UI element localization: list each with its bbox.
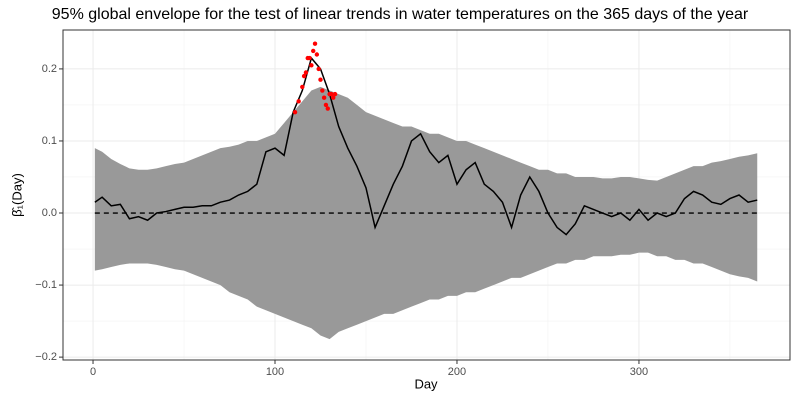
envelope-band bbox=[94, 86, 758, 340]
outside-point bbox=[311, 48, 316, 54]
outside-point bbox=[331, 95, 336, 100]
outside-point bbox=[292, 109, 298, 115]
x-tick-label: 200 bbox=[448, 366, 466, 378]
outside-point bbox=[321, 95, 327, 100]
outside-point bbox=[309, 63, 314, 68]
chart-title: 95% global envelope for the test of line… bbox=[52, 6, 749, 23]
outside-point bbox=[312, 41, 318, 46]
outside-point bbox=[320, 88, 325, 93]
y-tick-label: 0.1 bbox=[42, 135, 57, 147]
outside-point bbox=[307, 55, 312, 61]
x-tick-label: 0 bbox=[90, 366, 96, 378]
outside-point bbox=[303, 70, 309, 75]
y-axis-label: β̂₁(Day) bbox=[9, 173, 24, 217]
outside-point bbox=[300, 84, 305, 90]
outside-point bbox=[329, 91, 334, 97]
y-tick-label: 0.2 bbox=[42, 63, 57, 75]
outside-point bbox=[318, 77, 323, 82]
y-tick-label: −0.1 bbox=[35, 279, 57, 291]
x-tick-label: 100 bbox=[266, 366, 284, 378]
plot-frame bbox=[62, 29, 791, 361]
outside-point bbox=[314, 52, 320, 57]
x-tick-label: 300 bbox=[630, 366, 648, 378]
observed-line bbox=[94, 56, 758, 236]
outside-point bbox=[325, 106, 330, 111]
outside-point bbox=[332, 91, 338, 97]
outside-point bbox=[316, 66, 321, 72]
outside-point bbox=[296, 99, 301, 104]
x-axis-label: Day bbox=[414, 376, 438, 391]
y-tick-label: 0.0 bbox=[42, 207, 57, 219]
outside-point bbox=[323, 102, 329, 108]
outside-point bbox=[301, 73, 307, 79]
y-tick-label: −0.2 bbox=[35, 351, 57, 363]
